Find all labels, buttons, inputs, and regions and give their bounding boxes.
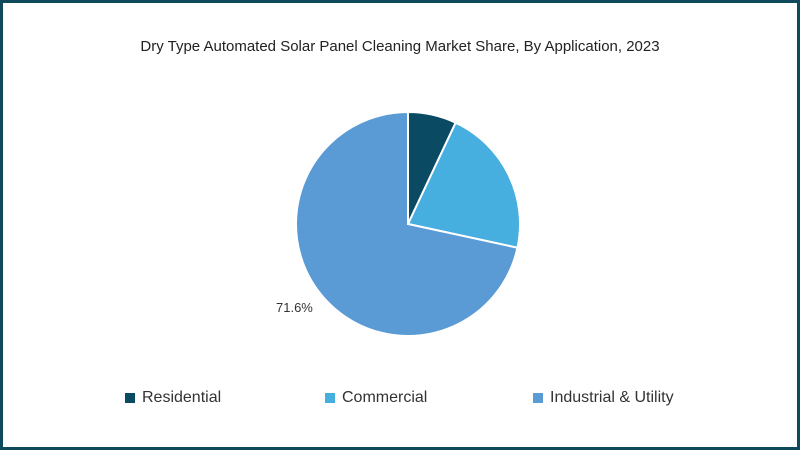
legend-swatch-residential xyxy=(125,393,135,403)
legend-label-commercial: Commercial xyxy=(342,389,428,406)
legend-item-commercial[interactable]: Commercial xyxy=(325,389,427,407)
legend-item-residential[interactable]: Residential xyxy=(125,389,221,407)
pie-slice-commercial[interactable] xyxy=(406,121,521,249)
data-label-industrial: 71.6% xyxy=(276,300,313,315)
legend-label-industrial-utility: Industrial & Utility xyxy=(550,389,674,406)
pie-slices xyxy=(295,110,521,337)
legend-label-residential: Residential xyxy=(142,389,222,406)
legend: Residential Commercial Industrial & Util… xyxy=(0,389,800,411)
legend-swatch-industrial-utility xyxy=(533,393,543,403)
chart-title: Dry Type Automated Solar Panel Cleaning … xyxy=(140,38,660,55)
legend-item-industrial-utility[interactable]: Industrial & Utility xyxy=(533,389,674,407)
legend-swatch-commercial xyxy=(325,393,335,403)
pie-slice-industrial-utility[interactable] xyxy=(295,110,519,337)
